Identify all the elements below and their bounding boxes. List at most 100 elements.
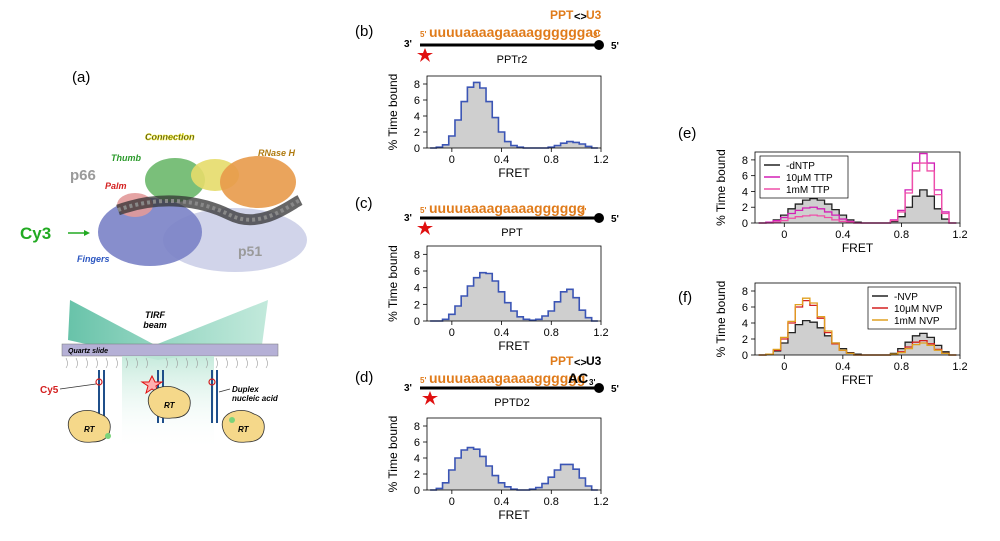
y-tick-label: 8 (742, 286, 748, 298)
legend-label: 1mM TTP (786, 185, 830, 196)
y-tick-label: 6 (742, 171, 748, 183)
x-tick-label: 0 (449, 154, 455, 166)
y-tick-label: 0 (742, 218, 748, 230)
cy3-arrow-head (84, 230, 90, 236)
x-tick-label: 0 (449, 496, 455, 508)
y-tick-label: 4 (742, 318, 748, 330)
x-tick-label: 1.2 (593, 327, 608, 339)
fingers-label: Fingers (77, 254, 110, 264)
panel-a-label: (a) (72, 69, 90, 86)
legend-label: -dNTP (786, 161, 815, 172)
y-tick-label: 2 (414, 469, 420, 481)
histogram-b: 0 0.4 0.8 1.2 0 2 4 6 8 FRET % Time bound (386, 74, 609, 180)
histogram-line (430, 81, 598, 149)
plot-frame (754, 282, 961, 356)
plot-frame (426, 245, 602, 322)
x-tick-label: 1.2 (593, 496, 608, 508)
panel-d-label: (d) (355, 369, 373, 386)
junction-symbol-b: <> (574, 11, 587, 23)
x-tick-label: 1.2 (952, 229, 967, 241)
y-tick-label: 4 (414, 453, 420, 465)
legend-label: 10μM NVP (894, 304, 943, 315)
rt-enzyme-3 (221, 410, 265, 443)
rt-structure-illustration (98, 156, 307, 272)
u3-label-b: U3 (586, 8, 602, 22)
x-tick-label: 0.4 (494, 327, 509, 339)
rt-label-3: RT (238, 425, 250, 434)
ppt-label-d: PPT (550, 354, 574, 368)
histogram-fill (430, 272, 598, 321)
seq-3prime-d: 3' (589, 378, 595, 387)
star-icon-b (417, 48, 433, 62)
seq-5prime-c: 5' (420, 206, 426, 215)
x-tick-label: 0 (781, 361, 787, 373)
construct-name-b: PPTr2 (497, 54, 528, 66)
star-icon-d (422, 391, 438, 405)
y-axis-label: % Time bound (386, 245, 400, 322)
tirf-schematic: TIRF beam Quartz slide Cy5 Duplex nucleic … (40, 300, 279, 451)
sequence-b: uuuuaaaagaaaaggggggac (429, 24, 601, 40)
rt-enzyme-1 (67, 410, 111, 443)
series-line-1 (758, 152, 957, 224)
histogram-f: 0 0.4 0.8 1.2 0 2 4 6 8 FRET % Time bound -NVP10μM … (714, 281, 968, 387)
fret-burst-icon (140, 374, 164, 395)
y-axis-label: % Time bound (386, 416, 400, 493)
y-tick-label: 8 (414, 421, 420, 433)
panel-a: (a) Connection Thumb RNase H p66 Palm Cy… (20, 69, 307, 451)
y-tick-label: 4 (414, 111, 420, 123)
rnaseh-label: RNase H (258, 148, 296, 158)
x-tick-label: 0.8 (544, 154, 559, 166)
y-axis-label: % Time bound (714, 281, 728, 358)
x-axis-label: FRET (498, 508, 530, 522)
legend-label: 10μM TTP (786, 173, 833, 184)
x-tick-label: 0.8 (544, 496, 559, 508)
ppt-label-b: PPT (550, 8, 574, 22)
y-tick-label: 8 (414, 249, 420, 261)
strand-3prime-b: 3' (404, 39, 412, 50)
panel-c-label: (c) (355, 195, 373, 212)
x-tick-label: 0.4 (835, 361, 850, 373)
y-tick-label: 0 (414, 485, 420, 497)
histogram-fill (430, 82, 598, 148)
series-line-2 (758, 162, 957, 224)
series-line-0 (758, 319, 957, 356)
strand-3prime-d: 3' (404, 383, 412, 394)
p66-label: p66 (70, 167, 96, 184)
sequence-c: uuuuaaaagaaaagggggg (429, 200, 585, 216)
y-tick-label: 4 (742, 186, 748, 198)
histogram-line (430, 446, 598, 491)
x-axis-label: FRET (842, 241, 874, 255)
x-tick-label: 0.8 (894, 229, 909, 241)
y-tick-label: 6 (414, 437, 420, 449)
y-tick-label: 2 (742, 202, 748, 214)
legend-label: -NVP (894, 292, 918, 303)
x-tick-label: 0.8 (894, 361, 909, 373)
x-tick-label: 0.4 (494, 496, 509, 508)
y-tick-label: 6 (414, 266, 420, 278)
cy5-label: Cy5 (40, 385, 59, 396)
construct-name-d: PPTD2 (494, 397, 529, 409)
y-axis-label: % Time bound (714, 149, 728, 226)
strand-end-bead-d (594, 383, 604, 393)
rt-enzyme-2 (147, 386, 191, 419)
x-tick-label: 0.4 (835, 229, 850, 241)
histogram-e: 0 0.4 0.8 1.2 0 2 4 6 8 FRET % Time bound -dNTP10μM… (714, 149, 968, 255)
u3-label-d: U3 (586, 354, 602, 368)
x-axis-label: FRET (498, 339, 530, 353)
seq-5prime-b: 5' (420, 30, 426, 39)
histogram-d: 0 0.4 0.8 1.2 0 2 4 6 8 FRET % Time bound (386, 416, 609, 522)
x-tick-label: 0.4 (494, 154, 509, 166)
star-icon-c (417, 221, 433, 235)
histogram-fill (430, 447, 598, 490)
rt-label-1: RT (84, 425, 96, 434)
plot-frame (426, 75, 602, 149)
plot-frame (426, 417, 602, 491)
y-tick-label: 6 (742, 302, 748, 314)
series-line-0 (758, 189, 957, 224)
y-tick-label: 8 (742, 155, 748, 167)
y-tick-label: 0 (414, 316, 420, 328)
histogram-c: 0 0.4 0.8 1.2 0 2 4 6 8 FRET % Time bound (386, 245, 609, 353)
panel-d-header: (d) PPT <> U3 5' uuuuaaaagaaaagggggg AC … (355, 354, 619, 409)
quartz-slide-label: Quartz slide (68, 348, 108, 355)
